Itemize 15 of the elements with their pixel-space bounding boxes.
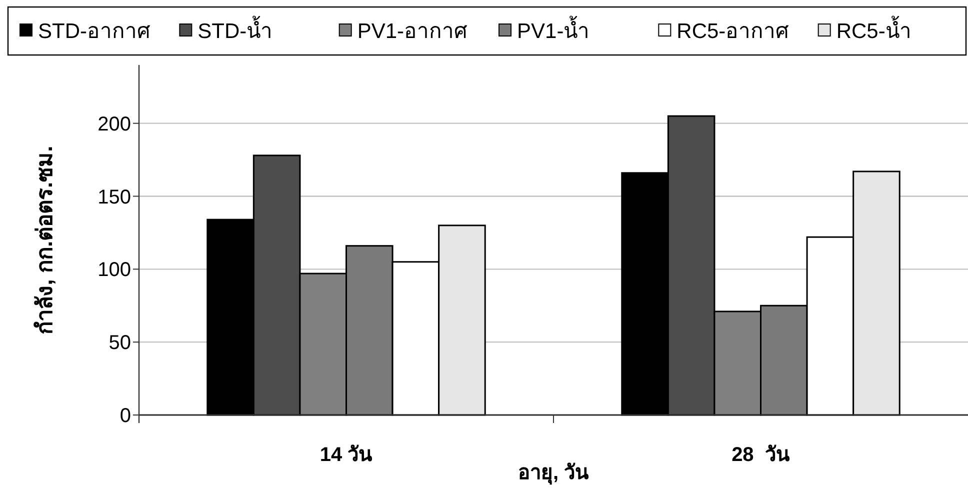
- x-tick-label: 14 วัน: [320, 444, 373, 466]
- legend-label: RC5-อากาศ: [676, 20, 790, 43]
- legend-label: STD-อากาศ: [38, 20, 151, 43]
- x-tick-label: 28 วัน: [732, 444, 790, 466]
- y-tick-label: 0: [120, 405, 131, 427]
- y-tick-label: 100: [98, 259, 131, 282]
- x-axis-title: อายุ, วัน: [518, 462, 590, 485]
- legend-label: RC5-น้ำ: [836, 16, 912, 43]
- y-tick-label: 50: [108, 332, 131, 354]
- y-tick-label: 150: [98, 186, 131, 208]
- y-tick-label: 200: [98, 113, 131, 136]
- legend-label: PV1-น้ำ: [517, 16, 590, 43]
- legend-label: STD-น้ำ: [198, 16, 273, 43]
- legend-label: PV1-อากาศ: [357, 20, 468, 43]
- y-axis-title: กำลัง, กก.ต่อตร.ซม.: [32, 146, 57, 334]
